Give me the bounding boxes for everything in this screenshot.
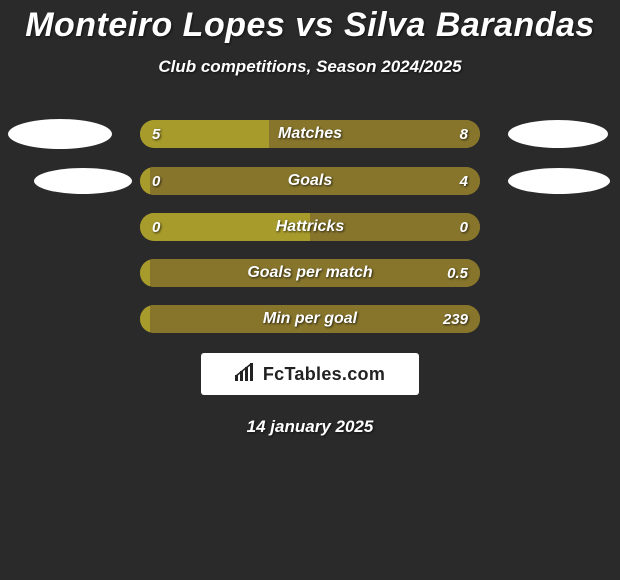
brand-badge: FcTables.com — [201, 353, 419, 395]
bar-fill-right — [150, 167, 480, 195]
stat-row: 0.5Goals per match — [0, 259, 620, 287]
stat-rows: 58Matches04Goals00Hattricks0.5Goals per … — [0, 119, 620, 333]
spacer — [12, 213, 140, 241]
subtitle: Club competitions, Season 2024/2025 — [0, 57, 620, 77]
player-marker-left — [34, 168, 132, 194]
date-text: 14 january 2025 — [0, 417, 620, 437]
spacer — [480, 213, 608, 241]
bar-fill-left — [140, 167, 150, 195]
brand-text: FcTables.com — [263, 364, 385, 385]
stat-bar: 0.5Goals per match — [140, 259, 480, 287]
stat-row: 00Hattricks — [0, 213, 620, 241]
stat-bar: 239Min per goal — [140, 305, 480, 333]
brand-chart-icon — [235, 363, 257, 386]
stat-row: 239Min per goal — [0, 305, 620, 333]
spacer — [480, 305, 608, 333]
stat-value-left: 5 — [152, 120, 160, 148]
stat-value-right: 0 — [460, 213, 468, 241]
stat-value-left: 0 — [152, 213, 160, 241]
bar-fill-left — [140, 259, 150, 287]
stat-bar: 00Hattricks — [140, 213, 480, 241]
page-title: Monteiro Lopes vs Silva Barandas — [0, 6, 620, 45]
stat-row: 58Matches — [0, 119, 620, 149]
spacer — [480, 259, 608, 287]
bar-fill-left — [140, 213, 310, 241]
bar-fill-right — [310, 213, 480, 241]
spacer — [12, 305, 140, 333]
bar-fill-left — [140, 305, 150, 333]
stat-bar: 58Matches — [140, 120, 480, 148]
stat-row: 04Goals — [0, 167, 620, 195]
stat-value-right: 0.5 — [447, 259, 468, 287]
stat-value-right: 239 — [443, 305, 468, 333]
stat-value-left: 0 — [152, 167, 160, 195]
bar-fill-right — [150, 259, 480, 287]
player-marker-left — [8, 119, 112, 149]
stat-bar: 04Goals — [140, 167, 480, 195]
bar-fill-right — [269, 120, 480, 148]
spacer — [12, 259, 140, 287]
stat-value-right: 8 — [460, 120, 468, 148]
player-marker-right — [508, 168, 610, 194]
comparison-infographic: Monteiro Lopes vs Silva Barandas Club co… — [0, 0, 620, 437]
stat-value-right: 4 — [460, 167, 468, 195]
bar-fill-right — [150, 305, 480, 333]
player-marker-right — [508, 120, 608, 148]
